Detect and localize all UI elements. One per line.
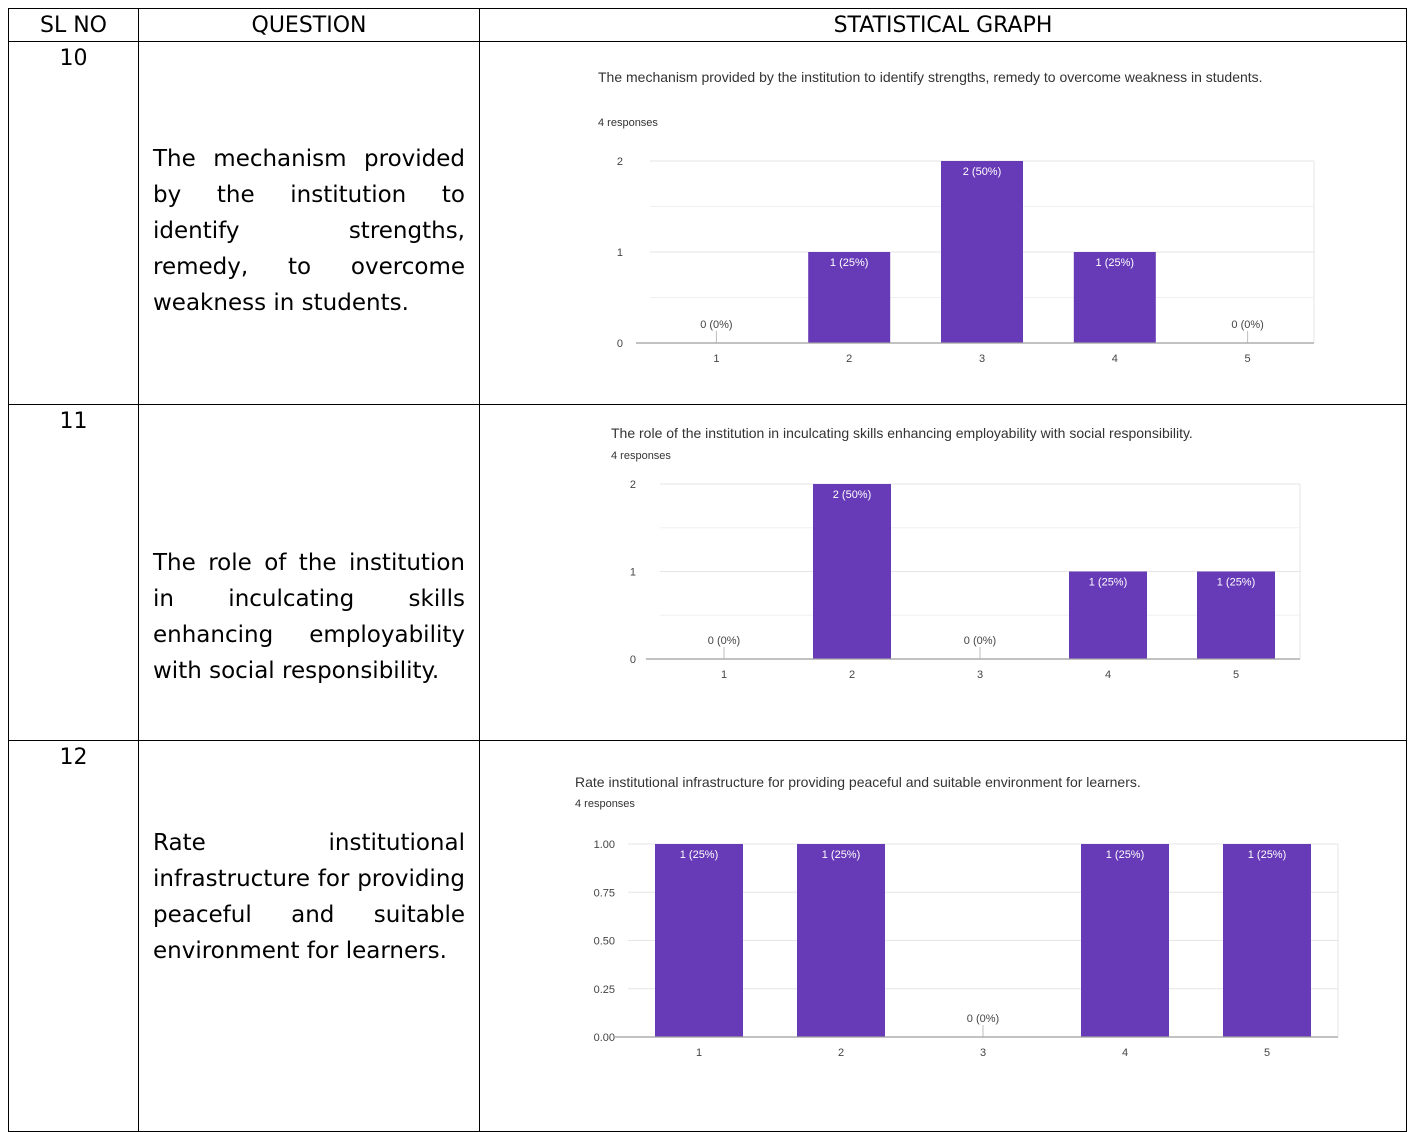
bar-chart-12: 0.00 0.25 0.50 0.75 1.00 1 (25%) 1 1 (25%) 2 0 (0…: [594, 839, 1339, 1059]
data-label: 1 (25%): [1217, 577, 1256, 589]
bar: [813, 484, 891, 659]
table-row: 11 The role of the institution in inculc…: [8, 404, 1407, 741]
data-label: 2 (50%): [833, 489, 872, 501]
data-label: 0 (0%): [700, 319, 732, 331]
x-tick-label: 4: [1112, 353, 1118, 365]
y-tick-label: 1: [617, 247, 623, 259]
header-row: SL NO QUESTION STATISTICAL GRAPH: [8, 8, 1407, 42]
data-label: 1 (25%): [1096, 257, 1135, 269]
sl-no: 11: [59, 409, 88, 434]
header-sl-no: SL NO: [8, 8, 139, 42]
y-tick-label: 1.00: [594, 839, 615, 851]
x-tick-label: 4: [1122, 1047, 1128, 1059]
x-tick-label: 2: [846, 353, 852, 365]
x-tick-label: 1: [696, 1047, 702, 1059]
x-tick-label: 1: [713, 353, 719, 365]
y-tick-label: 2: [630, 479, 636, 491]
data-label: 0 (0%): [964, 635, 996, 647]
table-row: 10 The mechanism provided by the institu…: [8, 41, 1407, 405]
x-tick-label: 2: [849, 669, 855, 681]
data-label: 1 (25%): [1248, 849, 1287, 861]
survey-table: SL NO QUESTION STATISTICAL GRAPH 10 The …: [8, 8, 1407, 1132]
data-label: 1 (25%): [1106, 849, 1145, 861]
data-label: 0 (0%): [1231, 319, 1263, 331]
bar: [808, 252, 891, 343]
bar: [797, 844, 885, 1037]
question-text: Rate institutional infrastructure for pr…: [153, 830, 465, 964]
question-cell: Rate institutional infrastructure for pr…: [138, 740, 480, 1132]
x-tick-label: 2: [838, 1047, 844, 1059]
chart-title: Rate institutional infrastructure for pr…: [575, 774, 1141, 790]
graph-cell: Rate institutional infrastructure for pr…: [479, 740, 1407, 1132]
chart-subtitle: 4 responses: [611, 450, 671, 462]
question-cell: The role of the institution in inculcati…: [138, 404, 480, 741]
bar: [1073, 252, 1156, 343]
table-row: 12 Rate institutional infrastructure for…: [8, 740, 1407, 1132]
data-label: 2 (50%): [963, 166, 1002, 178]
chart-title: The role of the institution in inculcati…: [611, 425, 1193, 441]
x-tick-label: 5: [1233, 669, 1239, 681]
question-cell: The mechanism provided by the institutio…: [138, 41, 480, 405]
graph-cell: The role of the institution in inculcati…: [479, 404, 1407, 741]
x-tick-label: 3: [977, 669, 983, 681]
bar: [1069, 571, 1147, 659]
data-label: 1 (25%): [680, 849, 719, 861]
y-tick-label: 0.75: [594, 887, 615, 899]
bar-chart-11: 0 1 2 0 (0%) 1 2 (50%) 2 0 (0%) 3 1 (25%) 4 1 (25%)…: [630, 479, 1301, 681]
x-tick-label: 5: [1264, 1047, 1270, 1059]
chart-subtitle: 4 responses: [575, 798, 635, 810]
bar: [1223, 844, 1311, 1037]
header-question: QUESTION: [138, 8, 480, 42]
question-text: The role of the institution in inculcati…: [153, 550, 465, 684]
data-label: 0 (0%): [708, 635, 740, 647]
y-tick-label: 0.50: [594, 936, 615, 948]
y-tick-label: 1: [630, 567, 636, 579]
y-tick-label: 0.25: [594, 984, 615, 996]
sl-no-cell: 12: [8, 740, 139, 1132]
y-tick-label: 0.00: [594, 1032, 615, 1044]
sl-no: 12: [59, 745, 88, 770]
x-tick-label: 5: [1245, 353, 1251, 365]
x-tick-label: 1: [721, 669, 727, 681]
header-statistical-graph: STATISTICAL GRAPH: [479, 8, 1407, 42]
bar: [1081, 844, 1169, 1037]
data-label: 1 (25%): [1089, 577, 1128, 589]
bar-chart-10: 0 1 2 0 (0%) 1 1 (25%) 2 2 (50%) 3 1 (25%) 4 0 (0%)…: [617, 156, 1315, 365]
bar: [941, 161, 1023, 343]
data-label: 1 (25%): [830, 257, 869, 269]
question-text: The mechanism provided by the institutio…: [153, 146, 465, 316]
sl-no-cell: 11: [8, 404, 139, 741]
sl-no-cell: 10: [8, 41, 139, 405]
chart-subtitle: 4 responses: [598, 117, 658, 129]
data-label: 1 (25%): [822, 849, 861, 861]
y-tick-label: 0: [617, 338, 623, 350]
graph-cell: The mechanism provided by the institutio…: [479, 41, 1407, 405]
bar: [1197, 571, 1275, 659]
data-label: 0 (0%): [967, 1013, 999, 1025]
y-tick-label: 2: [617, 156, 623, 168]
x-tick-label: 3: [979, 353, 985, 365]
chart-title: The mechanism provided by the institutio…: [598, 69, 1263, 85]
y-tick-label: 0: [630, 654, 636, 666]
x-tick-label: 4: [1105, 669, 1111, 681]
bar: [655, 844, 743, 1037]
x-tick-label: 3: [980, 1047, 986, 1059]
sl-no: 10: [59, 46, 88, 71]
